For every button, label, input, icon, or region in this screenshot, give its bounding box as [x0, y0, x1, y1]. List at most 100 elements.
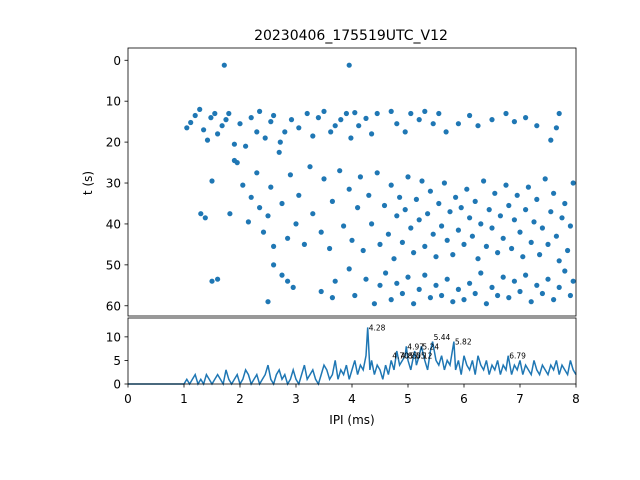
scatter-point [329, 295, 335, 301]
scatter-point [461, 241, 467, 247]
x-tick-label: 4 [348, 392, 356, 406]
scatter-point [495, 292, 501, 299]
scatter-point [360, 247, 366, 254]
scatter-point [509, 245, 515, 252]
bottom-series-line [128, 327, 577, 387]
scatter-point [528, 239, 534, 245]
scatter-point [310, 211, 316, 217]
peak-label: 5.82 [455, 338, 472, 347]
scatter-point [525, 184, 532, 190]
scatter-point [277, 139, 283, 145]
scatter-point [374, 170, 380, 176]
top-y-axis-ticks: 0 10 20 30 40 50 60 [106, 54, 128, 313]
scatter-point [497, 213, 503, 219]
scatter-point [197, 106, 203, 112]
scatter-point [268, 184, 274, 190]
scatter-point [464, 186, 470, 192]
scatter-point [209, 178, 215, 184]
scatter-point [548, 209, 554, 215]
peak-label: 5.12 [416, 352, 433, 361]
scatter-point [534, 282, 540, 288]
scatter-point [290, 284, 296, 290]
y-tick-label: 5 [113, 354, 121, 368]
bottom-x-axis-label: IPI (ms) [329, 413, 374, 427]
scatter-point [455, 227, 461, 233]
scatter-point [219, 123, 225, 129]
scatter-point [436, 200, 442, 207]
scatter-point [551, 190, 557, 196]
scatter-point [321, 108, 327, 114]
scatter-point [221, 62, 227, 68]
scatter-point [556, 258, 562, 264]
x-tick-label: 8 [572, 392, 580, 406]
scatter-point [329, 198, 335, 204]
top-plot-frame [127, 47, 577, 317]
scatter-point [570, 278, 576, 284]
scatter-point [388, 297, 394, 303]
scatter-point [461, 297, 467, 303]
scatter-point [413, 196, 419, 202]
scatter-point [472, 198, 478, 204]
scatter-point [492, 190, 498, 196]
scatter-point [381, 202, 388, 209]
scatter-point [271, 112, 277, 119]
scatter-point [346, 186, 352, 192]
scatter-point [332, 278, 338, 284]
peak-label: 4.97 [407, 342, 424, 351]
scatter-point [416, 286, 422, 292]
scatter-point [405, 274, 411, 280]
top-scatter-points [184, 62, 576, 307]
scatter-point [511, 217, 517, 223]
scatter-point [366, 192, 372, 198]
scatter-point [523, 272, 529, 278]
scatter-point [455, 286, 461, 292]
scatter-point [226, 110, 232, 117]
scatter-point [444, 276, 450, 282]
scatter-point [441, 180, 447, 186]
scatter-point [357, 174, 363, 180]
scatter-point [388, 108, 394, 114]
y-tick-label: 50 [106, 258, 121, 272]
scatter-point [188, 119, 194, 126]
scatter-point [337, 168, 343, 174]
scatter-point [503, 182, 509, 188]
scatter-point [489, 225, 495, 231]
scatter-point [310, 133, 316, 139]
scatter-point [545, 276, 551, 282]
scatter-point [416, 117, 422, 123]
scatter-point [411, 250, 417, 256]
scatter-point [514, 192, 520, 198]
scatter-point [469, 233, 475, 239]
scatter-point [416, 217, 422, 223]
y-tick-label: 0 [113, 54, 121, 68]
scatter-point [523, 207, 529, 213]
scatter-point [268, 119, 274, 125]
scatter-point [260, 229, 267, 235]
scatter-point [399, 290, 405, 297]
peak-label: 5.24 [422, 342, 439, 351]
scatter-point [318, 229, 324, 235]
scatter-point [478, 221, 484, 227]
scatter-point [363, 115, 369, 121]
scatter-point [348, 135, 354, 141]
scatter-point [391, 256, 397, 262]
scatter-point [215, 131, 221, 137]
scatter-point [248, 115, 254, 121]
scatter-point [430, 231, 436, 237]
scatter-point [443, 129, 449, 135]
scatter-point [296, 192, 302, 198]
scatter-point [399, 239, 405, 245]
scatter-point [388, 182, 394, 188]
scatter-point [321, 176, 327, 182]
scatter-point [265, 299, 271, 305]
scatter-point [254, 170, 260, 176]
y-tick-label: 10 [106, 330, 121, 344]
scatter-point [467, 280, 473, 286]
scatter-point [453, 194, 459, 200]
scatter-point [346, 266, 352, 272]
scatter-point [562, 268, 568, 274]
scatter-point [201, 127, 207, 133]
scatter-point [369, 131, 375, 137]
bottom-plot-frame [127, 317, 577, 385]
